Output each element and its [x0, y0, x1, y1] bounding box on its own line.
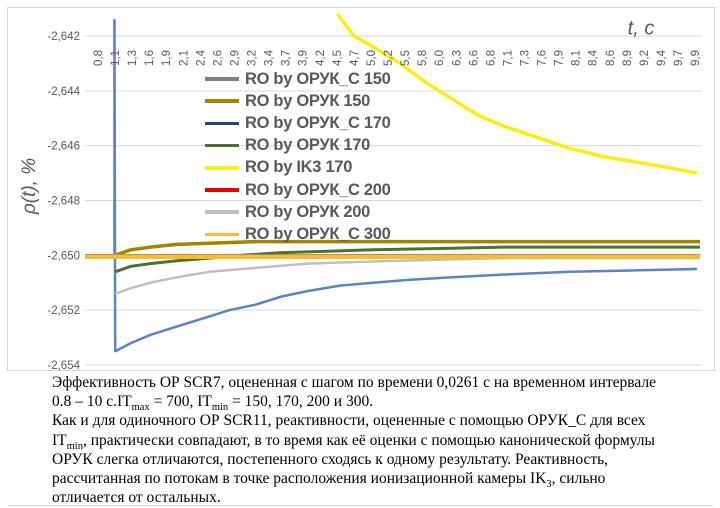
legend-item: RO by ОРУК 150: [205, 90, 391, 112]
caption-line: Как и для одиночного ОР SCR11, реактивно…: [52, 412, 646, 430]
legend-item: RO by ОРУК_С 300: [205, 223, 391, 245]
legend-line-swatch: [205, 188, 239, 192]
legend-line-swatch: [205, 232, 239, 237]
bottom-divider: [8, 505, 713, 506]
legend-item: RO by IK3 170: [205, 157, 391, 179]
legend-item: RO by ОРУК_С 200: [205, 179, 391, 201]
caption-line: рассчитанная по потокам в точке располож…: [52, 470, 606, 491]
legend-label: RO by ОРУК_С 300: [245, 224, 391, 243]
caption-line: отличается от остальных.: [52, 489, 221, 507]
legend-item: RO by ОРУК_С 170: [205, 112, 391, 134]
legend-label: RO by ОРУК 170: [245, 136, 371, 155]
legend-line-swatch: [205, 99, 239, 104]
legend-label: RO by ОРУК 200: [245, 202, 371, 221]
legend-line-swatch: [205, 143, 239, 148]
legend-line-swatch: [205, 210, 239, 215]
y-axis-title: ρ(t), %: [19, 157, 40, 215]
legend-item: RO by ОРУК_С 150: [205, 68, 391, 90]
legend-item: RO by ОРУК 170: [205, 135, 391, 157]
caption-line: Эффективность ОР SCR7, оцененная с шагом…: [52, 374, 657, 391]
caption-line: 0.8 – 10 с.ITmax = 700, ITmin = 150, 170…: [52, 393, 374, 414]
legend-label: RO by ОРУК 150: [245, 91, 371, 110]
figure-caption: Эффективность ОР SCR7, оцененная с шагом…: [52, 373, 712, 507]
legend-line-swatch: [205, 166, 239, 170]
legend-item: RO by ОРУК 200: [205, 201, 391, 223]
legend-label: RO by IK3 170: [245, 158, 353, 177]
caption-line: ITmin, практически совпадают, в то время…: [52, 431, 655, 452]
chart-legend: RO by ОРУК_С 150 RO by ОРУК 150 RO by ОРУК…: [205, 68, 391, 246]
x-axis-title: t, c: [627, 17, 655, 40]
caption-line: ОРУК слегка отличаются, постепенного схо…: [52, 450, 609, 468]
legend-label: RO by ОРУК_С 150: [245, 69, 391, 88]
legend-line-swatch: [205, 121, 239, 126]
legend-label: RO by ОРУК_С 170: [245, 113, 391, 132]
legend-label: RO by ОРУК_С 200: [245, 180, 391, 199]
legend-line-swatch: [205, 77, 239, 81]
